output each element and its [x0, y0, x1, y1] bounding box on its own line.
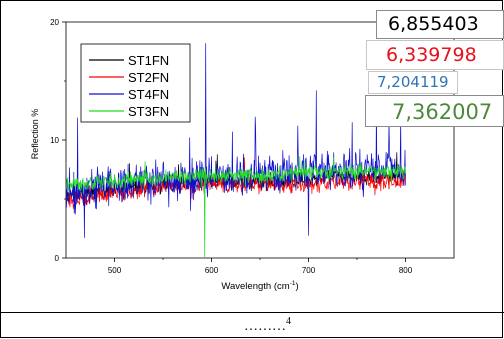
value-box-2: 6,339798	[366, 40, 504, 70]
value-box-4-text: 7,362007	[392, 100, 493, 124]
series-line-ST2FN	[66, 157, 406, 209]
footer-page-marker: ………4	[244, 316, 291, 335]
legend-box	[80, 43, 191, 123]
x-tick-label-800: 800	[399, 266, 413, 275]
legend-label-ST2FN: ST2FN	[128, 70, 169, 85]
legend-label-ST1FN: ST1FN	[128, 53, 169, 68]
legend-label-ST3FN: ST3FN	[128, 104, 169, 119]
value-box-4: 7,362007	[365, 95, 504, 127]
y-tick-label-10: 10	[50, 136, 59, 145]
footer-dots: ………	[244, 319, 286, 334]
value-box-1-text: 6,855403	[388, 13, 479, 35]
legend: ST1FN ST2FN ST4FN ST3FN	[80, 43, 191, 123]
series-line-ST3FN	[66, 156, 406, 258]
table-rule	[0, 312, 504, 313]
x-tick-label-600: 600	[205, 266, 219, 275]
legend-label-ST4FN: ST4FN	[128, 87, 169, 102]
y-tick-label-0: 0	[55, 254, 60, 263]
x-tick-label-500: 500	[108, 266, 122, 275]
y-tick-label-20: 20	[50, 18, 59, 27]
y-axis-title: Reflection %	[30, 109, 40, 160]
page-number: 4	[286, 316, 291, 327]
value-box-3: 7,204119	[368, 71, 458, 94]
value-box-1: 6,855403	[376, 10, 504, 39]
value-box-3-text: 7,204119	[377, 73, 449, 91]
value-box-2-text: 6,339798	[386, 44, 477, 66]
x-tick-label-700: 700	[302, 266, 316, 275]
x-axis-title: Wavelength (cm-1)	[221, 280, 298, 292]
plot-layer: 500 600 700 800 0 10 20 Wavelength (cm-1) Reflec…	[30, 18, 455, 292]
